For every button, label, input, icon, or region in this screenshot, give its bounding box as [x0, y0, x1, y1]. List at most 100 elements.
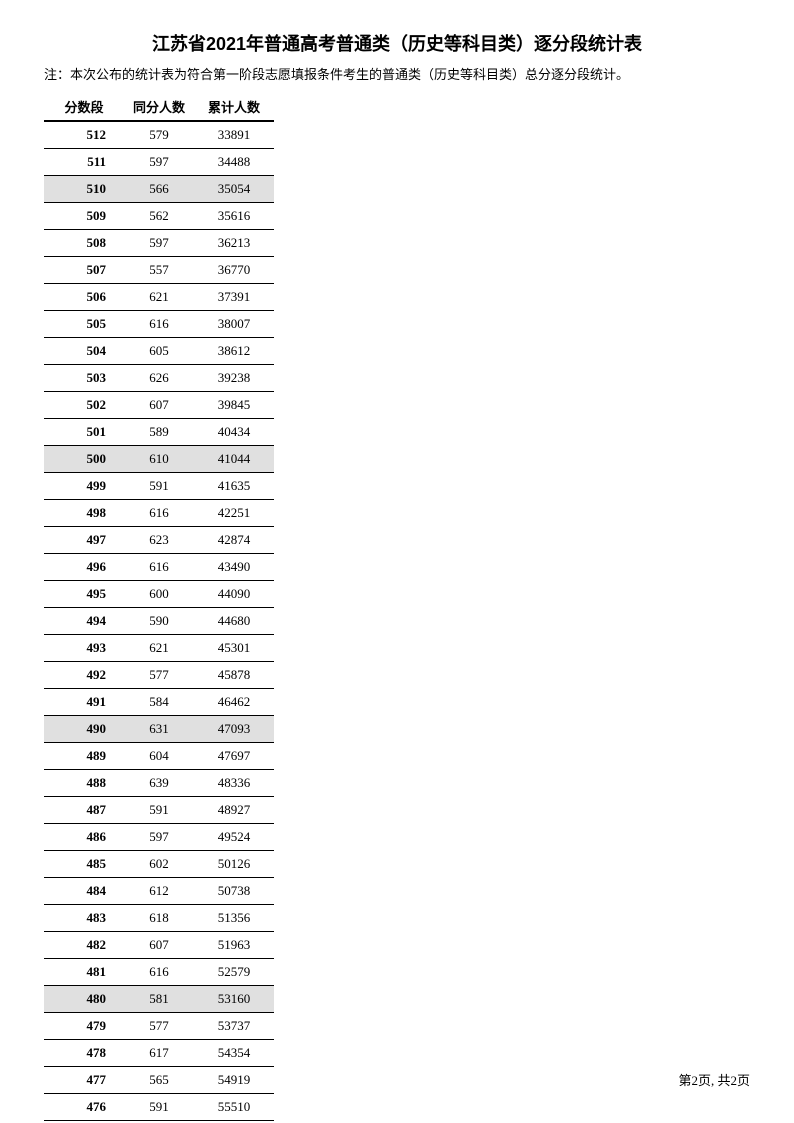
cell-score: 508: [44, 230, 124, 257]
cell-cumulative: 53160: [194, 986, 274, 1013]
cell-cumulative: 50738: [194, 878, 274, 905]
table-row: 50859736213: [44, 230, 274, 257]
table-row: 50362639238: [44, 365, 274, 392]
cell-same-count: 626: [124, 365, 194, 392]
cell-cumulative: 43490: [194, 554, 274, 581]
cell-cumulative: 51356: [194, 905, 274, 932]
cell-cumulative: 48336: [194, 770, 274, 797]
cell-same-count: 616: [124, 959, 194, 986]
cell-score: 476: [44, 1094, 124, 1121]
table-row: 47861754354: [44, 1040, 274, 1067]
table-row: 49459044680: [44, 608, 274, 635]
cell-cumulative: 37391: [194, 284, 274, 311]
cell-cumulative: 45878: [194, 662, 274, 689]
cell-same-count: 621: [124, 284, 194, 311]
table-row: 48863948336: [44, 770, 274, 797]
cell-cumulative: 44090: [194, 581, 274, 608]
cell-same-count: 600: [124, 581, 194, 608]
cell-cumulative: 38612: [194, 338, 274, 365]
cell-score: 491: [44, 689, 124, 716]
table-row: 48759148927: [44, 797, 274, 824]
table-row: 50158940434: [44, 419, 274, 446]
cell-score: 504: [44, 338, 124, 365]
cell-cumulative: 35054: [194, 176, 274, 203]
table-row: 47659155510: [44, 1094, 274, 1121]
cell-score: 503: [44, 365, 124, 392]
cell-score: 492: [44, 662, 124, 689]
cell-same-count: 579: [124, 121, 194, 149]
cell-same-count: 610: [124, 446, 194, 473]
table-row: 48260751963: [44, 932, 274, 959]
cell-score: 501: [44, 419, 124, 446]
cell-same-count: 623: [124, 527, 194, 554]
cell-same-count: 566: [124, 176, 194, 203]
table-row: 47957753737: [44, 1013, 274, 1040]
cell-same-count: 577: [124, 662, 194, 689]
table-row: 50956235616: [44, 203, 274, 230]
table-row: 49158446462: [44, 689, 274, 716]
cell-cumulative: 50126: [194, 851, 274, 878]
table-row: 50561638007: [44, 311, 274, 338]
cell-same-count: 602: [124, 851, 194, 878]
table-row: 48161652579: [44, 959, 274, 986]
cell-cumulative: 38007: [194, 311, 274, 338]
cell-score: 479: [44, 1013, 124, 1040]
cell-score: 509: [44, 203, 124, 230]
cell-cumulative: 44680: [194, 608, 274, 635]
table-row: 49861642251: [44, 500, 274, 527]
cell-score: 481: [44, 959, 124, 986]
table-row: 49362145301: [44, 635, 274, 662]
cell-cumulative: 47093: [194, 716, 274, 743]
cell-cumulative: 36770: [194, 257, 274, 284]
cell-cumulative: 36213: [194, 230, 274, 257]
cell-cumulative: 49524: [194, 824, 274, 851]
cell-score: 512: [44, 121, 124, 149]
cell-same-count: 616: [124, 500, 194, 527]
cell-same-count: 589: [124, 419, 194, 446]
cell-same-count: 591: [124, 1094, 194, 1121]
cell-score: 478: [44, 1040, 124, 1067]
table-row: 50460538612: [44, 338, 274, 365]
table-row: 50061041044: [44, 446, 274, 473]
cell-score: 485: [44, 851, 124, 878]
table-header-row: 分数段 同分人数 累计人数: [44, 93, 274, 121]
cell-same-count: 562: [124, 203, 194, 230]
cell-score: 484: [44, 878, 124, 905]
cell-score: 505: [44, 311, 124, 338]
cell-same-count: 604: [124, 743, 194, 770]
cell-same-count: 607: [124, 392, 194, 419]
table-row: 49257745878: [44, 662, 274, 689]
table-row: 48560250126: [44, 851, 274, 878]
cell-score: 496: [44, 554, 124, 581]
cell-score: 497: [44, 527, 124, 554]
cell-cumulative: 34488: [194, 149, 274, 176]
cell-score: 511: [44, 149, 124, 176]
col-header-cum: 累计人数: [194, 93, 274, 121]
cell-score: 506: [44, 284, 124, 311]
cell-score: 494: [44, 608, 124, 635]
cell-score: 480: [44, 986, 124, 1013]
cell-cumulative: 42251: [194, 500, 274, 527]
cell-cumulative: 35616: [194, 203, 274, 230]
note-text: 注：本次公布的统计表为符合第一阶段志愿填报条件考生的普通类（历史等科目类）总分逐…: [40, 64, 754, 83]
cell-same-count: 591: [124, 797, 194, 824]
table-row: 51056635054: [44, 176, 274, 203]
cell-same-count: 581: [124, 986, 194, 1013]
cell-cumulative: 46462: [194, 689, 274, 716]
cell-same-count: 617: [124, 1040, 194, 1067]
cell-cumulative: 55510: [194, 1094, 274, 1121]
cell-same-count: 607: [124, 932, 194, 959]
cell-score: 499: [44, 473, 124, 500]
cell-score: 489: [44, 743, 124, 770]
cell-same-count: 639: [124, 770, 194, 797]
table-row: 50662137391: [44, 284, 274, 311]
cell-cumulative: 39845: [194, 392, 274, 419]
cell-same-count: 621: [124, 635, 194, 662]
cell-score: 510: [44, 176, 124, 203]
cell-cumulative: 52579: [194, 959, 274, 986]
cell-same-count: 577: [124, 1013, 194, 1040]
cell-cumulative: 41044: [194, 446, 274, 473]
cell-score: 482: [44, 932, 124, 959]
cell-score: 493: [44, 635, 124, 662]
cell-cumulative: 47697: [194, 743, 274, 770]
